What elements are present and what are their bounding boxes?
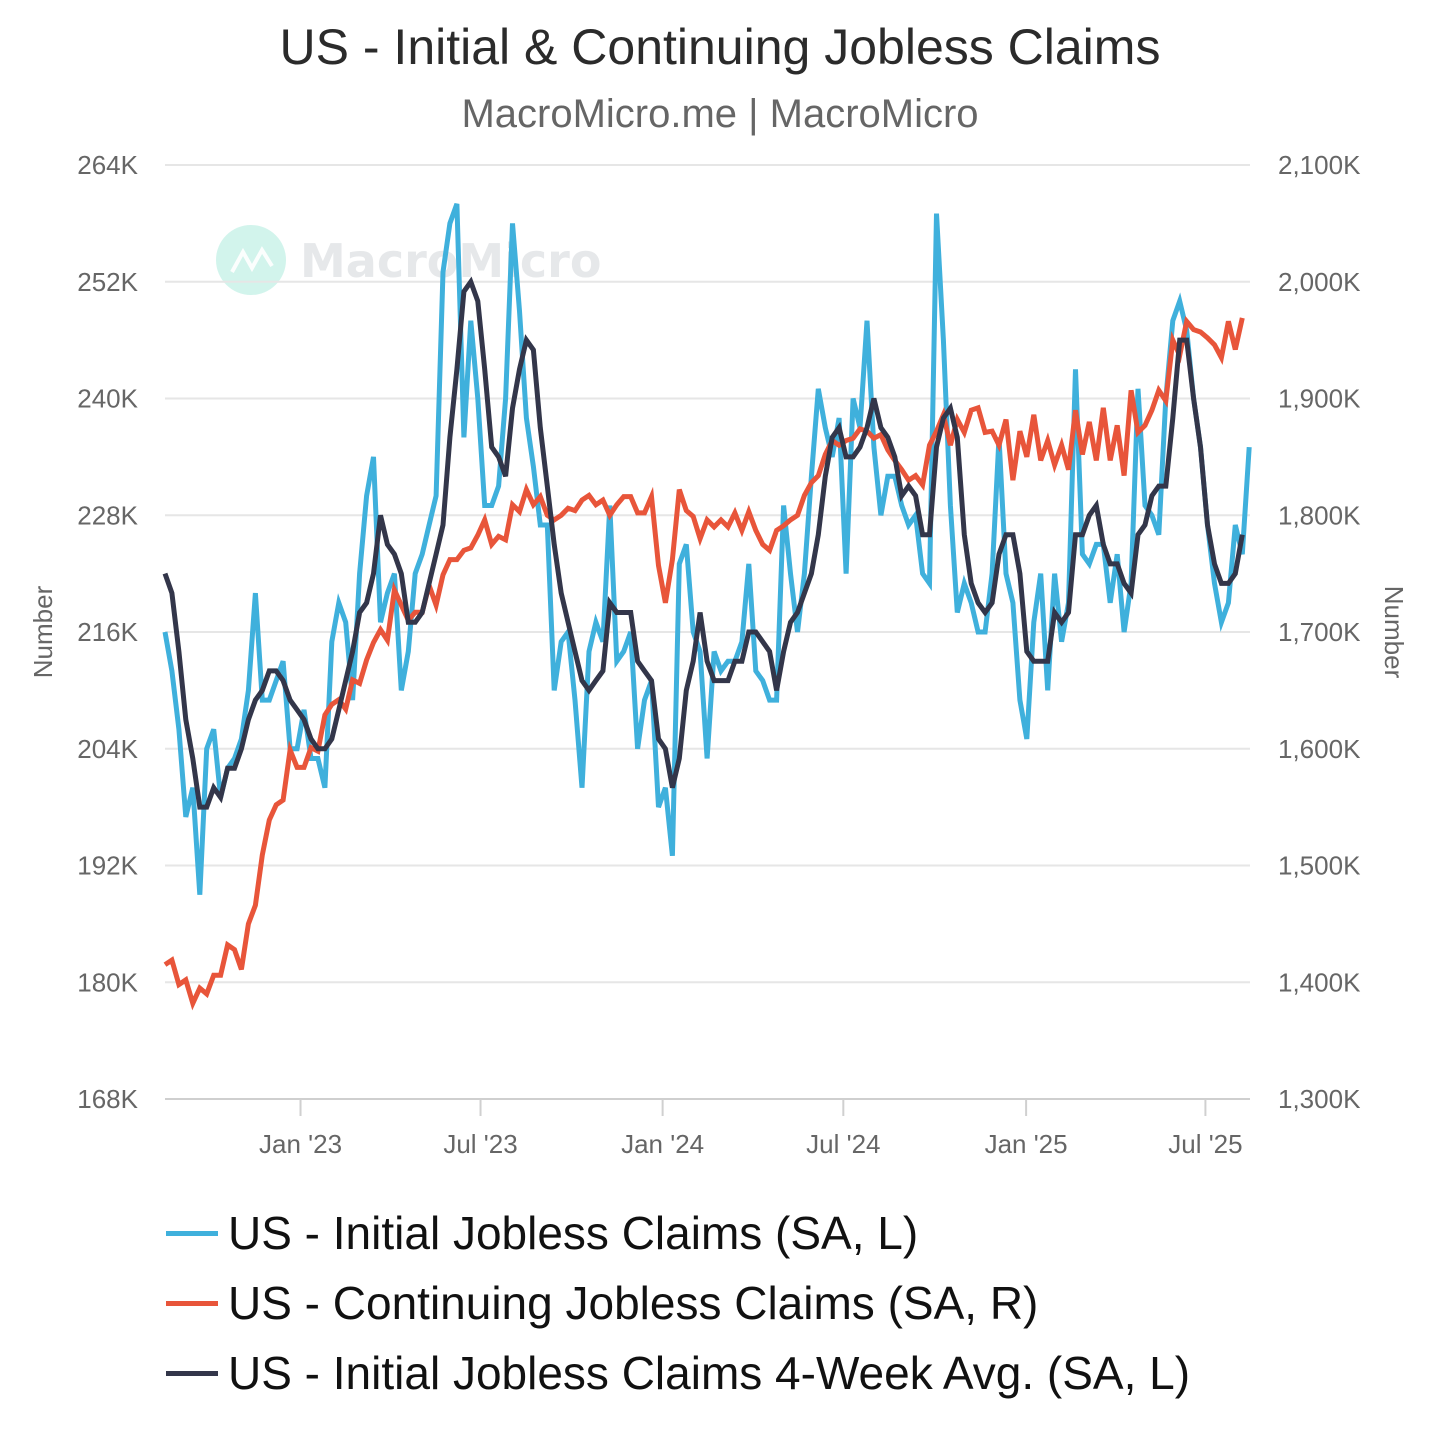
y-axis-right: 2,100K 2,000K 1,900K 1,800K 1,700K 1,600K 1,50… bbox=[1278, 150, 1361, 1114]
y-right-tick-label: 1,900K bbox=[1278, 384, 1361, 414]
legend-swatch-4week-avg bbox=[166, 1370, 218, 1376]
y-right-tick-label: 1,500K bbox=[1278, 851, 1361, 881]
legend-label-continuing-claims: US - Continuing Jobless Claims (SA, R) bbox=[228, 1277, 1039, 1329]
y-left-tick-label: 240K bbox=[77, 384, 138, 414]
watermark-text: MacroMicro bbox=[300, 234, 601, 288]
gridlines bbox=[165, 164, 1250, 1100]
legend-item-continuing-claims[interactable]: US - Continuing Jobless Claims (SA, R) bbox=[166, 1268, 1190, 1338]
y-right-tick-label: 1,300K bbox=[1278, 1084, 1361, 1114]
x-tick-label: Jan '23 bbox=[259, 1129, 342, 1159]
chart-title: US - Initial & Continuing Jobless Claims bbox=[279, 19, 1161, 75]
x-tick-label: Jul '23 bbox=[443, 1129, 517, 1159]
watermark-logo-glyph bbox=[230, 246, 274, 273]
y-right-tick-label: 2,000K bbox=[1278, 267, 1361, 297]
legend-label-4week-avg: US - Initial Jobless Claims 4-Week Avg. … bbox=[228, 1347, 1191, 1399]
series-line-continuing-claims bbox=[163, 315, 1245, 1011]
watermark: MacroMicro bbox=[216, 225, 601, 295]
x-tick-label: Jul '25 bbox=[1168, 1129, 1242, 1159]
y-left-tick-label: 204K bbox=[77, 734, 138, 764]
y-left-tick-label: 264K bbox=[77, 150, 138, 180]
y-right-tick-label: 2,100K bbox=[1278, 150, 1361, 180]
x-tick-label: Jan '25 bbox=[985, 1129, 1068, 1159]
y-left-tick-label: 168K bbox=[77, 1084, 138, 1114]
y-right-tick-label: 1,800K bbox=[1278, 500, 1361, 530]
x-tick-label: Jan '24 bbox=[621, 1129, 704, 1159]
x-axis: Jan '23 Jul '23 Jan '24 Jul '24 Jan '25 Jul '… bbox=[259, 1099, 1243, 1159]
y-right-tick-label: 1,400K bbox=[1278, 967, 1361, 997]
y-left-tick-label: 228K bbox=[77, 500, 138, 530]
legend-item-initial-claims[interactable]: US - Initial Jobless Claims (SA, L) bbox=[166, 1198, 1190, 1268]
legend-item-4week-avg[interactable]: US - Initial Jobless Claims 4-Week Avg. … bbox=[166, 1338, 1190, 1408]
y-left-tick-label: 252K bbox=[77, 267, 138, 297]
series-lines bbox=[162, 203, 1252, 1011]
y-axis-right-title: Number bbox=[1379, 586, 1409, 679]
y-right-tick-label: 1,600K bbox=[1278, 734, 1361, 764]
y-left-tick-label: 180K bbox=[77, 967, 138, 997]
x-tick-label: Jul '24 bbox=[806, 1129, 880, 1159]
series-line-initial-claims bbox=[162, 203, 1252, 895]
y-left-tick-label: 216K bbox=[77, 617, 138, 647]
legend-swatch-continuing-claims bbox=[166, 1300, 218, 1306]
legend: US - Initial Jobless Claims (SA, L) US -… bbox=[166, 1198, 1190, 1408]
y-left-tick-label: 192K bbox=[77, 851, 138, 881]
y-axis-left-title: Number bbox=[28, 585, 58, 678]
chart-subtitle: MacroMicro.me | MacroMicro bbox=[461, 92, 979, 136]
y-right-tick-label: 1,700K bbox=[1278, 617, 1361, 647]
legend-label-initial-claims: US - Initial Jobless Claims (SA, L) bbox=[228, 1207, 919, 1259]
series-line-4week-avg bbox=[162, 276, 1245, 810]
watermark-logo-icon bbox=[216, 225, 286, 295]
chart-canvas: MacroMicro Jan '23 Jul '23 Jan '24 Jul '24 J… bbox=[28, 150, 1409, 1159]
y-axis-left: 264K 252K 240K 228K 216K 204K 192K 180K 168K bbox=[77, 150, 138, 1114]
legend-swatch-initial-claims bbox=[166, 1230, 218, 1236]
